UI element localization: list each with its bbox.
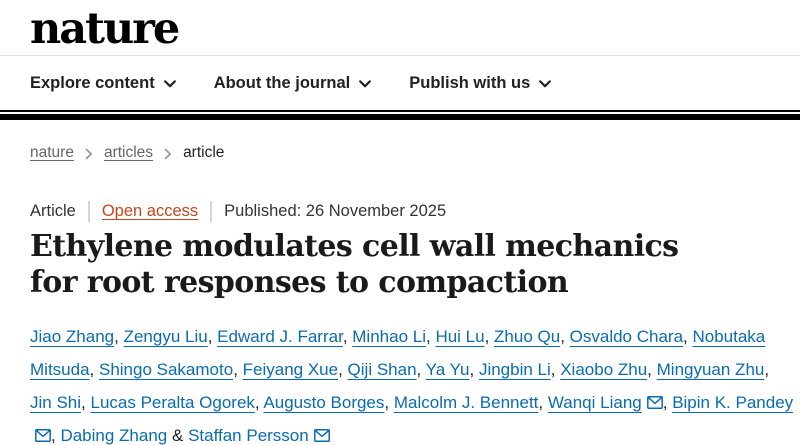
author-separator: , — [469, 360, 479, 379]
breadcrumb-current: article — [183, 144, 225, 161]
author-separator: , — [89, 360, 99, 379]
author-separator: , — [384, 393, 394, 412]
article-meta-row: Article Open access Published: 26 Novemb… — [30, 201, 770, 222]
author-separator: & — [167, 426, 189, 445]
author-link[interactable]: Feiyang Xue — [242, 360, 339, 379]
author-separator: , — [560, 327, 570, 346]
site-header: nature — [0, 0, 800, 56]
author-link[interactable]: Edward J. Farrar — [217, 327, 343, 346]
author-link[interactable]: Osvaldo Chara — [569, 327, 684, 346]
author-link[interactable]: Ya Yu — [425, 360, 470, 379]
chevron-down-icon — [163, 80, 176, 88]
author-separator: , — [484, 327, 495, 346]
envelope-icon — [313, 429, 330, 442]
author-separator: , — [81, 393, 91, 412]
breadcrumb: nature articles article — [0, 144, 800, 162]
meta-divider — [87, 201, 90, 222]
author-link[interactable]: Hui Lu — [435, 327, 485, 346]
author-separator: , — [338, 360, 348, 379]
author-link[interactable]: Malcolm J. Bennett — [393, 393, 539, 412]
author-separator: , — [342, 327, 353, 346]
nav-item-label: Explore content — [30, 73, 155, 92]
envelope-icon — [646, 396, 663, 409]
author-separator: , — [425, 327, 436, 346]
author-link[interactable]: Wanqi Liang — [548, 393, 663, 412]
author-link[interactable]: Augusto Borges — [263, 393, 385, 412]
author-link[interactable]: Xiaobo Zhu — [560, 360, 648, 379]
author-link[interactable]: Zengyu Liu — [123, 327, 208, 346]
open-access-link[interactable]: Open access — [101, 202, 199, 220]
breadcrumb-link-articles[interactable]: articles — [103, 144, 154, 161]
author-link[interactable]: Bipin K. Pandey — [30, 393, 793, 445]
author-link[interactable]: Shingo Sakamoto — [98, 360, 234, 379]
author-separator: , — [207, 327, 218, 346]
author-separator: , — [683, 327, 693, 346]
header-divider-rule — [0, 110, 800, 120]
author-separator: , — [254, 393, 264, 412]
published-date-label: Published: 26 November 2025 — [224, 202, 447, 220]
meta-divider — [210, 201, 213, 222]
nav-item-label: About the journal — [213, 73, 351, 92]
author-separator: , — [647, 360, 657, 379]
author-link[interactable]: Minhao Li — [352, 327, 426, 346]
chevron-down-icon — [359, 80, 372, 88]
author-separator: , — [662, 393, 673, 412]
author-separator: , — [416, 360, 426, 379]
author-link[interactable]: Jin Shi — [30, 393, 82, 412]
article-header: Article Open access Published: 26 Novemb… — [0, 201, 800, 445]
nav-item-label: Publish with us — [409, 73, 531, 92]
author-link[interactable]: Lucas Peralta Ogorek — [90, 393, 255, 412]
article-type-label: Article — [30, 202, 76, 220]
chevron-down-icon — [539, 80, 552, 88]
author-link[interactable]: Zhuo Qu — [494, 327, 561, 346]
chevron-right-icon — [164, 148, 172, 159]
journal-nav: Explore content About the journal Publis… — [0, 56, 800, 110]
author-separator: , — [764, 360, 770, 379]
nav-publish-with-us[interactable]: Publish with us — [409, 73, 552, 93]
author-separator: , — [538, 393, 548, 412]
nature-logo[interactable]: nature — [30, 4, 180, 54]
nav-explore-content[interactable]: Explore content — [30, 74, 176, 93]
author-separator: , — [233, 360, 243, 379]
author-link[interactable]: Staffan Persson — [188, 426, 330, 445]
author-separator: , — [114, 327, 124, 346]
author-link[interactable]: Nobutaka Mitsuda — [30, 327, 766, 379]
author-separator: , — [51, 426, 61, 445]
author-link[interactable]: Jiao Zhang — [30, 327, 115, 346]
envelope-icon — [35, 429, 51, 442]
author-list: Jiao Zhang, Zengyu Liu, Edward J. Farrar… — [30, 320, 794, 445]
breadcrumb-link-nature[interactable]: nature — [30, 144, 74, 161]
author-link[interactable]: Mingyuan Zhu — [656, 360, 765, 379]
chevron-right-icon — [85, 148, 93, 159]
author-separator: , — [550, 360, 561, 379]
nav-about-the-journal[interactable]: About the journal — [214, 74, 372, 93]
author-link[interactable]: Dabing Zhang — [60, 426, 168, 445]
article-title: Ethylene modulates cell wall mechanics f… — [30, 229, 679, 300]
author-link[interactable]: Qiji Shan — [347, 360, 417, 379]
author-link[interactable]: Jingbin Li — [478, 360, 551, 379]
